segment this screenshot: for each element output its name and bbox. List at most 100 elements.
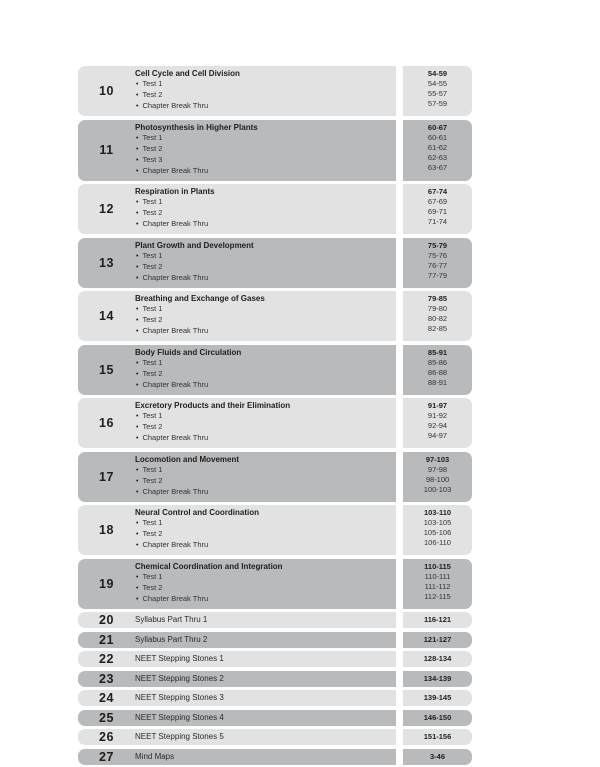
chapter-entry: 25 NEET Stepping Stones 4 xyxy=(78,709,396,726)
chapter-sub-item: • Test 2 xyxy=(135,208,392,219)
chapter-number: 15 xyxy=(99,362,114,377)
table-row: 18 Neural Control and Coordination • Test… xyxy=(78,505,472,555)
sub-item-page-range: 62-63 xyxy=(427,152,448,162)
chapter-sub-item: • Test 1 xyxy=(135,304,392,315)
bullet-icon: • xyxy=(136,317,139,324)
chapter-entry: 16 Excretory Products and their Eliminat… xyxy=(78,398,396,448)
sub-item-page-range: 75-76 xyxy=(427,250,448,260)
sub-item-label: Test 2 xyxy=(142,368,163,378)
chapter-entry: 20 Syllabus Part Thru 1 xyxy=(78,612,396,628)
sub-item-page-range: 92-94 xyxy=(427,421,448,430)
chapter-title: Mind Maps xyxy=(135,751,175,761)
chapter-number: 22 xyxy=(99,652,114,666)
chapter-pages: 75-79 75-76 76-77 77-79 xyxy=(403,237,472,288)
sub-item-page-range: 98-100 xyxy=(425,474,450,484)
chapter-content: NEET Stepping Stones 5 xyxy=(135,729,396,745)
chapter-content: Mind Maps xyxy=(135,749,396,765)
sub-item-page-range: 76-77 xyxy=(427,260,448,270)
bullet-icon: • xyxy=(136,145,139,153)
chapter-entry: 23 NEET Stepping Stones 2 xyxy=(78,670,396,687)
chapter-content: NEET Stepping Stones 1 xyxy=(135,651,396,667)
chapter-pages: 3-46 xyxy=(403,748,472,765)
chapter-title: Chemical Coordination and Integration xyxy=(135,561,283,571)
chapter-entry: 10 Cell Cycle and Cell Division • Test 1 •… xyxy=(78,66,396,116)
table-row: 10 Cell Cycle and Cell Division • Test 1 •… xyxy=(78,66,472,116)
sub-item-label: Test 1 xyxy=(142,132,163,142)
chapter-sub-item: • Chapter Break Thru xyxy=(135,326,392,337)
chapter-sub-item: • Chapter Break Thru xyxy=(135,166,392,177)
chapter-pages: 134-139 xyxy=(403,670,472,687)
bullet-icon: • xyxy=(136,359,139,367)
chapter-number: 13 xyxy=(99,255,114,270)
chapter-title: NEET Stepping Stones 1 xyxy=(135,654,224,663)
chapter-title: NEET Stepping Stones 3 xyxy=(135,693,224,702)
bullet-icon: • xyxy=(136,92,139,99)
chapter-page-range: 116-121 xyxy=(423,615,452,624)
chapter-sub-item: • Test 1 xyxy=(135,572,392,583)
sub-item-label: Chapter Break Thru xyxy=(142,593,209,603)
bullet-icon: • xyxy=(136,103,139,110)
chapter-number: 23 xyxy=(99,671,114,686)
bullet-icon: • xyxy=(136,584,139,592)
bullet-icon: • xyxy=(136,531,139,538)
chapter-number: 27 xyxy=(99,749,114,764)
sub-item-page-range: 88-91 xyxy=(427,377,448,387)
chapter-title: Respiration in Plants xyxy=(135,187,215,196)
bullet-icon: • xyxy=(136,466,139,474)
chapter-items: • Test 1 • Test 2 • Chapter Break Thru xyxy=(135,304,392,337)
bullet-icon: • xyxy=(136,381,139,389)
chapter-title: NEET Stepping Stones 5 xyxy=(135,732,224,741)
chapter-pages: 139-145 xyxy=(403,690,472,706)
chapter-entry: 19 Chemical Coordination and Integration… xyxy=(78,558,396,609)
chapter-number: 17 xyxy=(99,469,114,484)
sub-item-label: Test 2 xyxy=(142,143,163,153)
chapter-number: 24 xyxy=(99,691,114,705)
sub-item-label: Test 2 xyxy=(142,582,163,592)
sub-item-label: Test 1 xyxy=(142,79,163,88)
chapter-title: Locomotion and Movement xyxy=(135,454,239,464)
bullet-icon: • xyxy=(136,221,139,228)
chapter-content: Locomotion and Movement • Test 1 • Test 2 • C… xyxy=(135,452,396,502)
bullet-icon: • xyxy=(136,424,139,431)
bullet-icon: • xyxy=(136,488,139,496)
chapter-pages: 97-103 97-98 98-100 100-103 xyxy=(403,451,472,502)
sub-item-page-range: 94-97 xyxy=(427,431,448,440)
bullet-icon: • xyxy=(136,306,139,313)
chapter-subranges: 79-80 80-82 82-85 xyxy=(405,304,470,334)
chapter-items: • Test 1 • Test 2 • Chapter Break Thru xyxy=(135,251,392,284)
chapter-sub-item: • Test 1 xyxy=(135,518,392,529)
chapter-entry: 11 Photosynthesis in Higher Plants • Test… xyxy=(78,119,396,181)
chapter-pages: 146-150 xyxy=(403,709,472,726)
chapter-number: 20 xyxy=(99,613,114,627)
sub-item-page-range: 82-85 xyxy=(427,324,448,333)
sub-item-label: Test 1 xyxy=(142,464,163,474)
sub-item-page-range: 80-82 xyxy=(427,314,448,323)
chapter-content: Syllabus Part Thru 1 xyxy=(135,612,396,628)
bullet-icon: • xyxy=(136,370,139,378)
chapter-page-range: 60-67 xyxy=(427,122,448,132)
chapter-pages: 91-97 91-92 92-94 94-97 xyxy=(403,398,472,448)
sub-item-label: Chapter Break Thru xyxy=(142,219,209,228)
bullet-icon: • xyxy=(136,477,139,485)
bullet-icon: • xyxy=(136,210,139,217)
table-row: 11 Photosynthesis in Higher Plants • Test… xyxy=(78,119,472,181)
chapter-page-range: 97-103 xyxy=(425,454,450,464)
chapter-pages: 116-121 xyxy=(403,612,472,628)
table-row: 15 Body Fluids and Circulation • Test 1 • T… xyxy=(78,344,472,395)
chapter-items: • Test 1 • Test 2 • Test 3 • Chapter Break Thru xyxy=(135,133,392,177)
chapter-number: 25 xyxy=(99,710,114,725)
chapter-title: Neural Control and Coordination xyxy=(135,508,259,517)
chapter-sub-item: • Chapter Break Thru xyxy=(135,540,392,551)
chapter-pages: 121-127 xyxy=(403,631,472,648)
table-row: 22 NEET Stepping Stones 1 128-134 xyxy=(78,651,472,667)
sub-item-label: Test 2 xyxy=(142,475,163,485)
bullet-icon: • xyxy=(136,134,139,142)
chapter-number: 14 xyxy=(99,309,114,323)
chapter-sub-item: • Test 1 xyxy=(135,133,392,144)
chapter-number: 12 xyxy=(99,202,114,216)
chapter-entry: 26 NEET Stepping Stones 5 xyxy=(78,729,396,745)
sub-item-label: Test 1 xyxy=(142,304,163,313)
chapter-content: Excretory Products and their Elimination… xyxy=(135,398,396,448)
chapter-number: 18 xyxy=(99,523,114,537)
sub-item-label: Chapter Break Thru xyxy=(142,101,209,110)
